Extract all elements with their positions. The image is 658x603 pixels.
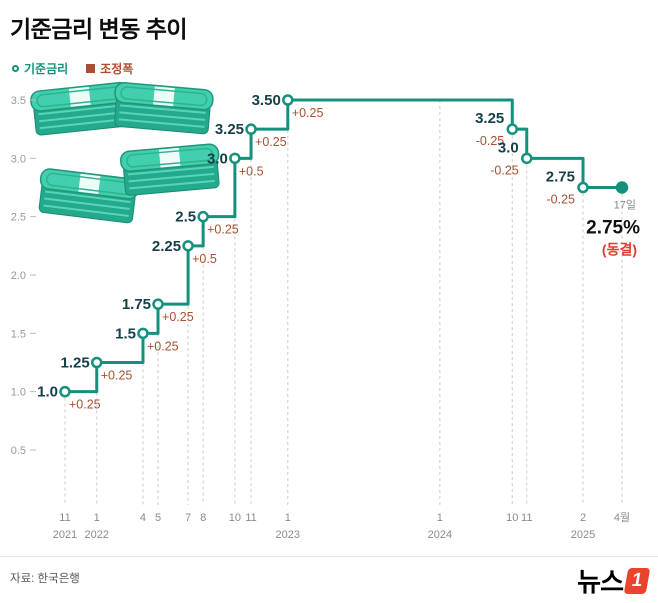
change-label: +0.25 — [69, 398, 101, 412]
month-tick-label: 4월 — [614, 511, 630, 524]
logo-text: 뉴스 — [577, 567, 624, 597]
year-tick-label: 2025 — [571, 529, 595, 541]
month-tick-label: 11 — [59, 512, 70, 524]
month-tick-label: 4 — [140, 512, 146, 524]
change-label: +0.25 — [162, 310, 194, 324]
month-tick-label: 5 — [155, 512, 161, 524]
page-title: 기준금리 변동 추이 — [10, 16, 188, 42]
month-tick-label: 1 — [437, 512, 443, 524]
logo-digit: 1 — [623, 567, 651, 594]
month-tick-label: 1 — [94, 512, 100, 524]
change-label: -0.25 — [547, 193, 576, 207]
final-day-label: 17일 — [614, 198, 636, 212]
legend: 기준금리 조정폭 — [12, 60, 133, 77]
month-tick-label: 11 — [521, 512, 532, 524]
rate-marker — [197, 210, 209, 223]
change-label: +0.25 — [255, 135, 287, 149]
rate-chart: 3.5 3.0 2.5 2.0 1.5 1.0 0.5 1.0 +0.25 1.25 +0.25 1.… — [11, 92, 640, 541]
value-label: 1.75 — [122, 296, 151, 313]
change-legend-square-icon — [86, 64, 96, 73]
final-freeze-label: (동결) — [602, 242, 637, 258]
legend-item-change: 조정폭 — [86, 60, 133, 77]
y-tick-label: 0.5 — [11, 445, 26, 457]
month-tick-label: 8 — [200, 512, 206, 524]
value-label: 3.0 — [207, 150, 228, 167]
value-label: 3.25 — [215, 121, 244, 138]
value-label: 2.75 — [546, 169, 575, 186]
legend-item-rate: 기준금리 — [12, 60, 68, 77]
y-tick-label: 3.5 — [11, 95, 26, 107]
change-label: +0.5 — [239, 164, 264, 178]
rate-marker — [152, 298, 164, 310]
legend-rate-label: 기준금리 — [24, 62, 69, 76]
source-label: 자료: 한국은행 — [10, 573, 80, 585]
value-label: 1.25 — [61, 355, 90, 372]
rate-marker — [282, 94, 294, 106]
change-label: -0.25 — [490, 163, 519, 177]
change-label: +0.25 — [147, 339, 179, 353]
rate-marker — [245, 123, 257, 135]
month-tick-label: 2 — [580, 512, 586, 524]
value-label: 2.5 — [175, 209, 196, 226]
month-tick-label: 1 — [285, 512, 291, 524]
month-tick-label: 10 — [229, 512, 241, 524]
footer-divider — [0, 556, 658, 557]
rate-marker — [137, 327, 149, 340]
change-label: +0.25 — [292, 106, 324, 120]
value-label: 2.25 — [152, 238, 181, 255]
rate-marker — [229, 152, 241, 165]
value-label: 3.50 — [252, 92, 281, 109]
change-label: +0.25 — [101, 369, 133, 383]
rate-legend-circle-icon — [12, 65, 19, 72]
y-tick-label: 2.0 — [11, 270, 26, 282]
month-tick-label: 10 — [506, 512, 518, 524]
rate-marker — [59, 385, 71, 398]
y-tick-label: 3.0 — [11, 153, 26, 165]
rate-marker — [90, 356, 103, 369]
news1-logo: 뉴스 1 — [577, 562, 651, 599]
change-label: +0.5 — [192, 252, 217, 266]
rate-marker — [521, 152, 533, 165]
value-label: 3.25 — [475, 110, 504, 127]
value-label: 1.5 — [115, 325, 136, 342]
month-tick-label: 11 — [245, 512, 256, 524]
y-tick-label: 1.0 — [11, 387, 26, 399]
change-label: +0.25 — [207, 223, 239, 237]
change-label: -0.25 — [476, 134, 505, 148]
value-label: 1.0 — [37, 384, 58, 401]
legend-change-label: 조정폭 — [100, 62, 134, 76]
value-label: 3.0 — [498, 139, 519, 156]
rate-marker — [577, 181, 589, 194]
year-tick-label: 2022 — [85, 529, 109, 541]
rate-marker — [506, 123, 519, 135]
endpoint-marker — [615, 181, 629, 194]
month-tick-label: 7 — [185, 512, 191, 524]
year-tick-label: 2021 — [53, 529, 77, 541]
y-tick-label: 1.5 — [11, 328, 26, 340]
final-rate-label: 2.75% — [586, 218, 640, 239]
year-tick-label: 2024 — [428, 529, 452, 541]
year-tick-label: 2023 — [276, 529, 300, 541]
rate-marker — [182, 240, 194, 252]
y-tick-label: 2.5 — [11, 212, 26, 224]
